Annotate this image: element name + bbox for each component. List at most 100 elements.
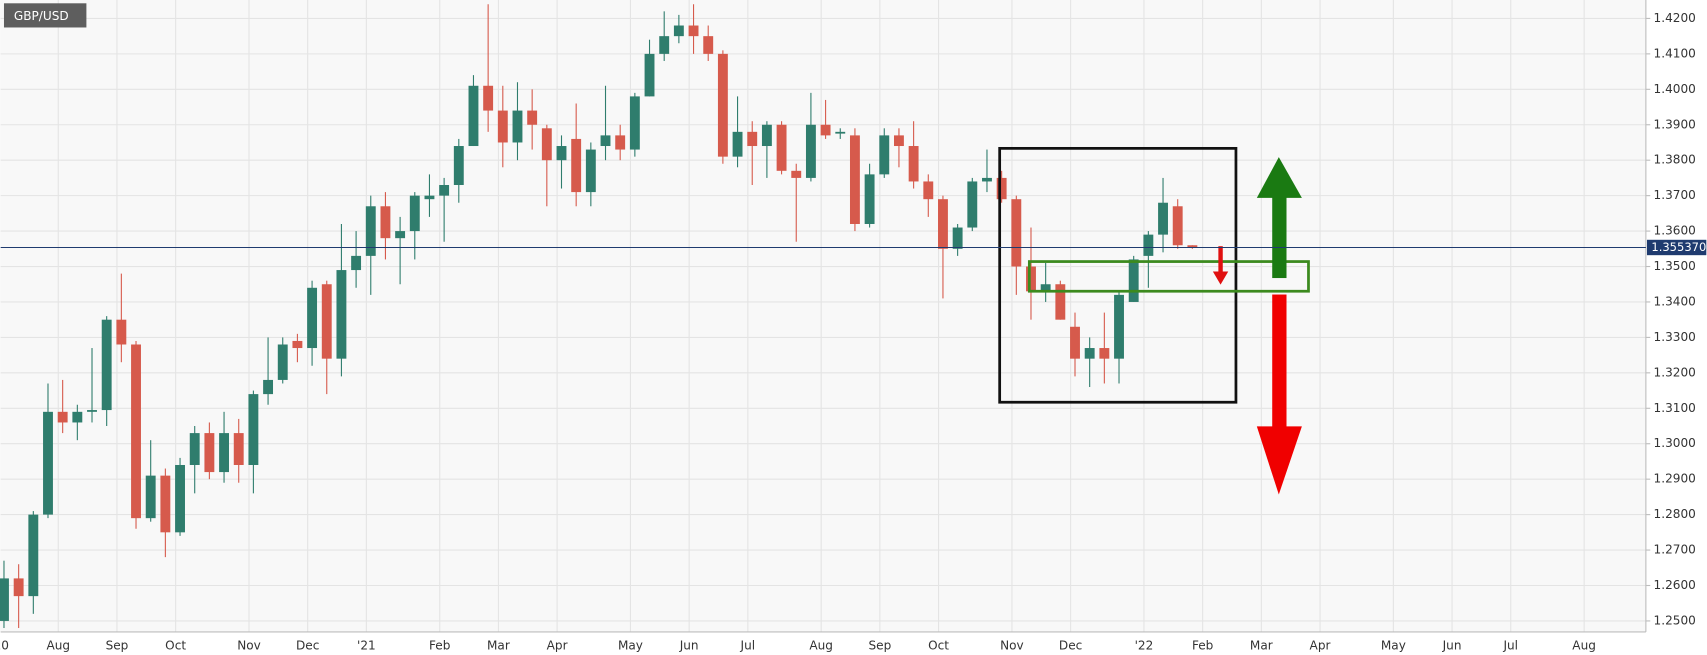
y-tick-label: 1.3300 [1654,330,1696,344]
candle-body [87,410,97,412]
candle-body [864,174,875,224]
x-tick-label: Dec [296,639,319,653]
grid [0,0,1646,632]
candle-body [1099,348,1110,359]
candle-body [952,227,963,249]
small-arrow [1212,246,1229,285]
y-tick-label: 1.2500 [1654,613,1696,627]
candle-body [835,131,846,134]
candle-body [292,340,303,349]
x-tick-label: Jul [740,639,756,653]
x-tick-label: Jul [1502,639,1518,653]
candle-body [967,181,978,228]
candle-body [938,199,948,249]
candle-body [1172,206,1183,246]
candle-body [13,578,24,597]
plot-background [0,0,1646,632]
candle-body [351,255,362,271]
candle-body [1128,259,1139,302]
candle-body [365,206,376,256]
candle-body [1011,199,1022,267]
candle-body [483,85,494,111]
y-tick-label: 1.3800 [1654,153,1696,167]
x-tick-label: Oct [165,639,186,653]
candle-body [307,287,318,349]
x-tick-label: Dec [1059,639,1082,653]
candle-body [263,379,274,395]
candle-body [424,195,435,200]
candle-body [1143,234,1154,256]
candle-body [1187,245,1198,248]
x-tick-label: May [618,639,643,653]
y-tick-label: 1.3500 [1654,259,1696,273]
candle-body [820,124,831,136]
candle-body [0,578,9,621]
candle-body [189,433,200,465]
candle-body [28,514,39,597]
x-tick-label: '21 [357,639,376,653]
candle-body [776,124,787,171]
x-tick-label: Jun [679,639,699,653]
x-tick-label: Apr [1310,639,1331,653]
x-tick-label: Aug [809,639,833,653]
y-tick-label: 1.3100 [1654,401,1696,415]
candle-body [717,53,728,157]
candle-body [1114,294,1124,359]
candle-body [761,124,772,147]
x-tick-label: May [1381,639,1406,653]
annotation-box [998,146,1238,404]
candle-body [512,110,523,143]
candle-body [1026,266,1036,292]
y-tick-label: 1.4000 [1654,82,1696,96]
title-badge [3,3,87,28]
last-price-box [1646,239,1707,256]
candle-body [1070,326,1080,359]
candle-body [556,146,567,161]
y-tick-label: 1.4100 [1654,46,1696,60]
candle-body [703,36,714,54]
candles [0,4,1198,629]
zone-box [1027,260,1310,293]
x-tick-label: Aug [1572,639,1596,653]
candle-body [1055,284,1066,320]
candle-body [248,394,259,465]
candle-body [615,135,626,150]
candle-body [497,110,508,143]
candle-body [849,135,860,224]
candle-body [219,433,229,473]
x-tick-label: '22 [1135,639,1154,653]
y-tick-label: 1.2800 [1654,507,1696,521]
candle-body [468,85,479,147]
x-tick-label: Nov [237,639,261,653]
candle-body [805,124,816,178]
last-price-label: 1.355370 [1651,240,1706,254]
x-tick-label: Feb [1192,639,1213,653]
candle-body [527,110,538,125]
x-tick-label: Apr [547,639,568,653]
candle-body [380,206,391,239]
candle-body [336,270,347,359]
candle-body [409,195,420,232]
y-tick-label: 1.3900 [1654,117,1696,131]
candle-body [1040,284,1051,292]
candle-body [57,411,68,423]
x-tick-label: Feb [429,639,450,653]
x-tick-label: '20 [0,639,9,653]
candle-body [439,185,450,196]
candle-body [160,475,171,533]
candle-body [175,464,185,533]
y-tick-label: 1.4200 [1654,11,1696,25]
y-tick-label: 1.3200 [1654,365,1696,379]
candle-body [893,135,904,147]
candle-body [688,25,699,37]
y-tick-label: 1.3600 [1654,224,1696,238]
down-arrow [1256,294,1302,495]
candle-body [321,284,332,359]
candle-body [101,319,112,411]
candle-body [277,344,288,380]
candle-body [659,36,670,54]
chart-title: GBP/USD [14,9,69,23]
candle-body [233,433,244,465]
candle-body [747,131,758,147]
